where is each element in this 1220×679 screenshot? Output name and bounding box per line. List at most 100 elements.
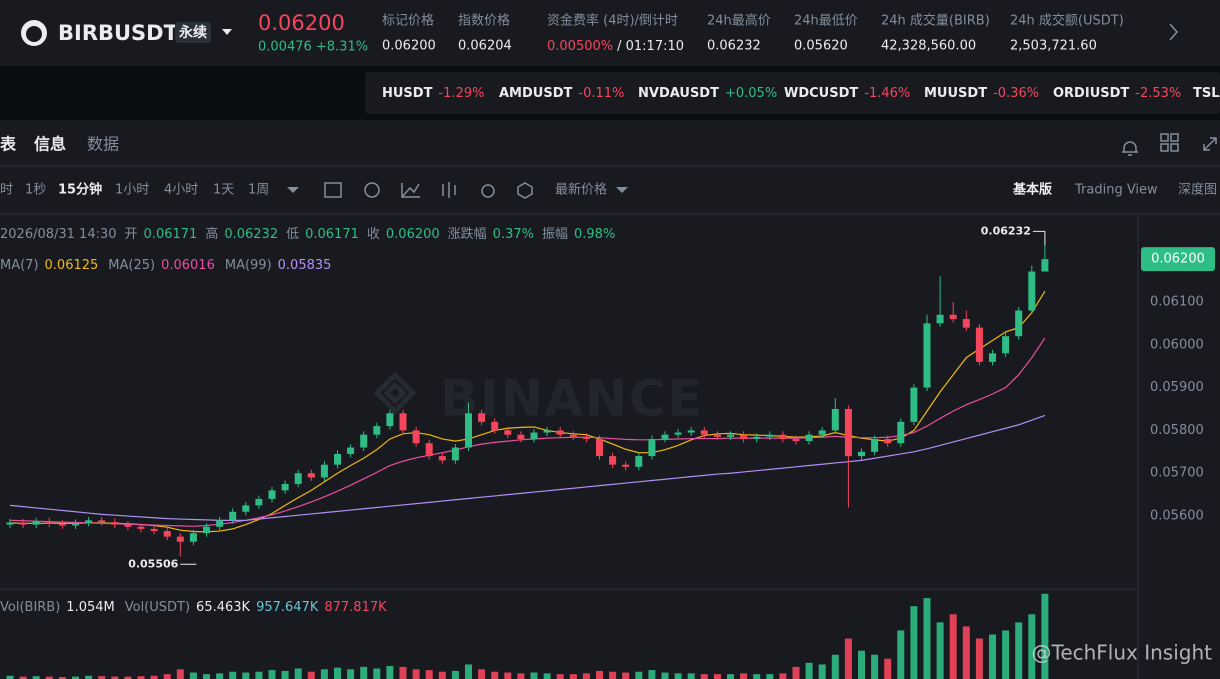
bell-icon[interactable] [1122,141,1138,156]
add-icon[interactable] [364,182,380,198]
calendar-icon[interactable] [324,182,342,198]
ticker-item-part: HUSDT [382,86,433,101]
view-option[interactable]: Trading View [1074,183,1158,198]
y-tick-label: 0.05900 [1150,380,1204,395]
tab[interactable]: 表 [0,135,17,154]
interval[interactable]: 1周 [248,183,269,198]
candle-body [72,522,79,526]
candle-body [897,421,905,444]
ticker-item[interactable]: WDCUSDT -1.46% [784,86,910,101]
vol-info-part: 65.463K [196,600,250,615]
tab[interactable]: 信息 [34,135,66,154]
candle-body [294,473,302,484]
ticker-item[interactable]: AMDUSDT -0.11% [499,86,624,101]
vol-info-part: 957.647K [256,600,319,615]
candle-body [792,438,800,442]
ma-info-part: MA(99) [225,258,272,273]
candle-body [360,434,368,448]
volume-bar [910,606,918,679]
vol-info-part: Vol(BIRB) [0,600,60,615]
volume-bar [386,666,394,679]
candle-body [556,430,564,435]
volume-bar [85,675,93,679]
candle-body [740,434,748,439]
candle-body [517,434,525,439]
volume-bar [884,658,892,679]
indicator-icon[interactable] [442,182,456,198]
ohlc-info-part: 0.37% [493,227,534,242]
candle-body [635,456,643,467]
template-icon[interactable] [517,182,533,199]
settings-icon[interactable] [481,184,495,198]
candle-body [478,413,486,422]
interval[interactable]: 1小时 [115,183,149,198]
tool-icons[interactable] [324,182,533,199]
ticker-item-part: +0.05% [725,86,777,101]
ohlc-info-part: 高 [205,226,218,242]
scroll-right[interactable] [1169,23,1178,41]
ticker-item[interactable]: ORDIUSDT -2.53% [1053,86,1181,101]
interval[interactable]: 15分钟 [58,182,102,198]
interval[interactable]: 1秒 [25,183,46,198]
vol-info-part: 1.054M [66,600,114,615]
ticker-item[interactable]: HUSDT -1.29% [382,86,484,101]
candle-body [268,490,276,499]
candle-body [727,434,734,437]
volume-bar [753,674,761,679]
dropdown-icon[interactable] [287,187,299,193]
candle-body [923,323,931,388]
price-tag-label: 0.06200 [1151,252,1205,267]
dropdown-icon[interactable] [222,29,232,35]
draw-icon[interactable] [401,183,420,198]
volume-bar [360,666,368,679]
volume-bar [307,671,315,679]
ma-info-part: MA(25) [108,258,155,273]
candle-body [176,536,184,542]
layout-icon[interactable] [1160,133,1179,152]
candle-body [543,430,551,433]
candle-body [111,522,119,525]
dropdown-icon[interactable] [616,187,628,193]
ohlc-info-part: 开 [125,227,138,242]
volume-bar [923,598,931,679]
volume-bar [399,666,407,679]
candle-body [386,413,394,427]
volume-bar [740,673,748,679]
ohlc-info-part: 收 [367,227,380,242]
expand-icon[interactable] [1203,137,1217,151]
stat-value: 42,328,560.00 [881,39,976,54]
price-change: 0.00476 +8.31% [258,40,368,55]
ticker-item-part: NVDAUSDT [638,86,719,101]
interval[interactable]: 1天 [213,183,234,198]
view-option[interactable]: 基本版 [1012,182,1052,198]
view-option[interactable]: 深度图 [1178,182,1217,198]
ticker-item[interactable]: TSLA [1193,86,1220,101]
contract: 永续 [178,24,207,41]
volume-bar [897,630,905,679]
contract-badge [175,22,211,43]
volume-bar [438,671,446,679]
ticker-item[interactable]: NVDAUSDT +0.05% [638,86,777,101]
ohlc-info-part: 0.06232 [224,227,278,242]
candle-body [399,413,407,431]
candle-body [203,526,210,534]
volume-bar [58,676,66,679]
ticker-item[interactable]: MUUSDT -0.36% [924,86,1039,101]
ohlc-info-part: 0.98% [574,227,615,242]
volume-bar [45,676,53,679]
candle-body [451,447,459,461]
volume-bar [582,673,590,679]
ticker-item-part: -0.11% [578,86,624,101]
candle-body [766,434,774,437]
ma-line [9,414,1046,521]
candle-body [661,434,669,439]
interval[interactable]: 4小时 [164,183,198,198]
tab[interactable]: 数据 [87,135,119,154]
volume-bar [858,650,865,679]
coin-logo [26,26,42,42]
candle-body [687,430,695,433]
price-type[interactable]: 最新价格 [555,182,607,198]
candle-body [281,483,289,491]
interval[interactable]: 时 [0,183,13,198]
candle-body [6,522,14,525]
